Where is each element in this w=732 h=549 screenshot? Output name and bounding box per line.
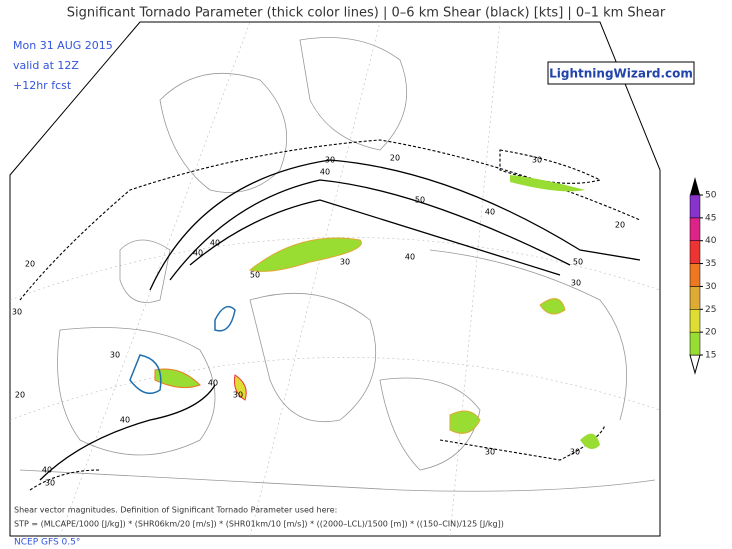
contour-label: 20 xyxy=(25,260,35,269)
map-frame xyxy=(9,21,661,537)
colorbar-segment xyxy=(689,286,701,310)
contour-label: 30 xyxy=(532,156,542,165)
contour-label: 30 xyxy=(233,391,243,400)
colorbar-label: 25 xyxy=(705,305,716,315)
contour-label: 30 xyxy=(110,351,120,360)
colorbar-bottom xyxy=(689,354,701,375)
contour-label: 40 xyxy=(42,466,52,475)
contour-label: 40 xyxy=(193,249,203,258)
valid-time: valid at 12Z xyxy=(13,59,79,72)
colorbar-label: 50 xyxy=(705,191,717,201)
formula: STP = (MLCAPE/1000 [J/kg]) * (SHR06km/20… xyxy=(14,520,504,529)
colorbar-segment xyxy=(689,263,701,287)
date: Mon 31 AUG 2015 xyxy=(13,39,113,52)
shear-contours xyxy=(19,139,641,491)
footer-note: Shear vector magnitudes. Definition of S… xyxy=(14,506,337,515)
contour-label: 40 xyxy=(210,239,220,248)
forecast: +12hr fcst xyxy=(13,79,72,92)
stp-areas xyxy=(129,175,600,449)
colorbar-segment xyxy=(689,194,701,219)
contour-label: 50 xyxy=(250,271,260,280)
colorbar-label: 20 xyxy=(705,328,717,338)
title: Significant Tornado Parameter (thick col… xyxy=(67,6,666,21)
colorbar-segment xyxy=(689,240,701,264)
colorbar-label: 45 xyxy=(705,213,716,223)
colorbar-segment xyxy=(689,309,701,333)
contour-label: 40 xyxy=(208,379,218,388)
colorbar-segment xyxy=(689,331,701,356)
colorbar: 15 20 25 30 35 40 45 50 xyxy=(689,177,717,375)
logo: LightningWizard.com xyxy=(549,67,693,81)
colorbar-label: 30 xyxy=(705,282,717,292)
colorbar-top xyxy=(690,177,700,195)
contour-label: 30 xyxy=(485,448,495,457)
contour-label: 50 xyxy=(573,258,583,267)
contour-label: 20 xyxy=(15,391,25,400)
contour-label: 30 xyxy=(325,156,335,165)
contour-label: 40 xyxy=(405,253,415,262)
colorbar-label: 40 xyxy=(705,236,717,246)
contour-label: 40 xyxy=(120,416,130,425)
contour-label: 30 xyxy=(45,479,55,488)
logo-box xyxy=(547,61,695,85)
contour-label: 40 xyxy=(485,208,495,217)
contour-label: 30 xyxy=(340,258,350,267)
contour-label: 30 xyxy=(12,308,22,317)
colorbar-label: 15 xyxy=(705,351,716,361)
contour-label: 20 xyxy=(615,221,625,230)
contour-label: 30 xyxy=(571,279,581,288)
colorbar-segment xyxy=(689,217,701,241)
source: NCEP GFS 0.5° xyxy=(14,538,80,548)
contour-label: 30 xyxy=(570,448,580,457)
contour-label: 50 xyxy=(415,196,425,205)
contour-label: 40 xyxy=(320,168,330,177)
colorbar-label: 35 xyxy=(705,259,716,269)
contour-label: 20 xyxy=(390,154,400,163)
